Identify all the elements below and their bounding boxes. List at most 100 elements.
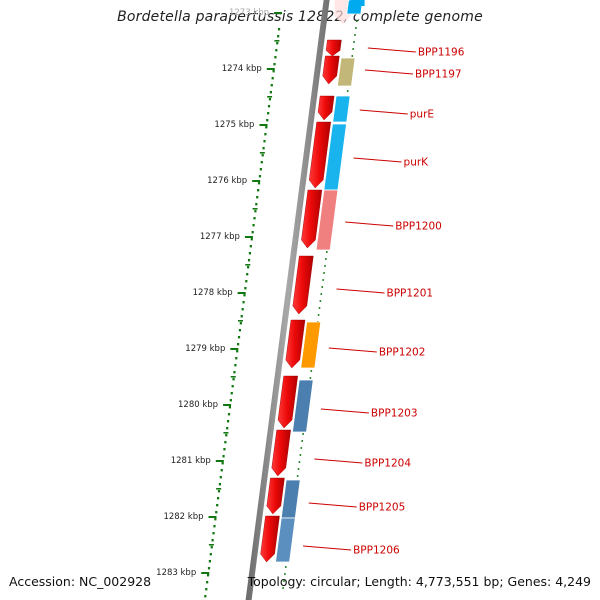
ruler-dot <box>253 217 256 220</box>
cog-block <box>332 95 351 123</box>
label-leader-line <box>353 157 402 163</box>
ruler-major-tick <box>201 572 210 574</box>
ruler-major-tick <box>237 292 246 294</box>
ruler-dot <box>276 42 279 45</box>
track-dot <box>352 48 354 50</box>
track-dot <box>297 468 300 470</box>
ruler-dot <box>214 518 217 521</box>
track-dot <box>300 447 303 449</box>
ruler-dot <box>205 588 208 591</box>
ruler-dot <box>251 231 254 234</box>
ruler-tick-label: 1279 kbp <box>185 344 225 354</box>
accession-text: Accession: NC_002928 <box>9 574 152 589</box>
track-dot <box>317 314 320 316</box>
ruler-dot <box>208 560 211 563</box>
ruler-dot <box>225 434 228 437</box>
cds-arrow-partial <box>334 0 351 24</box>
cds-arrow <box>266 477 285 515</box>
gene-label: purK <box>404 157 430 169</box>
ruler-dot <box>277 35 280 38</box>
ruler-dot <box>240 315 243 318</box>
track-dot <box>325 258 327 260</box>
cds-arrow <box>277 375 298 429</box>
cog-block <box>336 57 356 87</box>
ruler-dot <box>209 553 212 556</box>
cds-arrow <box>325 39 342 57</box>
ruler-dot <box>227 413 231 416</box>
ruler-dot <box>233 371 236 374</box>
ruler-dot <box>232 378 235 381</box>
ruler-major-tick <box>274 12 283 14</box>
track-dot <box>310 370 313 372</box>
cds-arrow <box>301 189 323 249</box>
ruler-dot <box>204 595 207 598</box>
track-dot <box>351 55 354 57</box>
ruler-major-tick <box>252 180 261 182</box>
ruler-dot <box>273 63 276 66</box>
track-dot <box>324 265 326 267</box>
track-dot <box>322 279 324 281</box>
ruler-dot <box>218 483 222 486</box>
ruler-dot <box>229 399 232 402</box>
ruler-dot <box>267 105 271 108</box>
label-leader-line <box>303 545 352 551</box>
ruler-dot <box>246 273 249 276</box>
cds-arrow <box>322 55 340 85</box>
ruler-dot <box>227 420 230 423</box>
track-dot <box>353 41 355 43</box>
ruler-dot <box>267 112 270 115</box>
ruler-dot <box>265 126 268 129</box>
ruler-tick-label: 1283 kbp <box>156 568 196 578</box>
track-dot <box>325 251 328 253</box>
track-dot <box>302 433 304 435</box>
topology-text: Topology: circular; Length: 4,773,551 bp… <box>247 574 591 589</box>
ruler-minor-tick <box>259 152 265 154</box>
gene-label: BPP1201 <box>387 288 434 300</box>
gene-label: BPP1203 <box>371 408 418 420</box>
ruler-dot <box>247 266 250 269</box>
gene-label: BPP1196 <box>418 47 465 59</box>
gene-label: BPP1200 <box>395 221 442 233</box>
ruler-dot <box>248 252 252 255</box>
cog-block-partial <box>350 0 365 6</box>
ruler-dot <box>243 294 246 297</box>
ruler-dot <box>250 238 253 241</box>
cds-track <box>260 0 351 563</box>
ruler-minor-tick <box>238 320 243 322</box>
ruler-dot <box>256 196 259 199</box>
track-dot <box>354 34 356 36</box>
gene-label: BPP1204 <box>364 458 411 470</box>
cog-block <box>300 321 322 369</box>
ruler-major-tick <box>208 516 217 518</box>
ruler-tick-label: 1277 kbp <box>200 232 240 242</box>
track-dot <box>320 293 323 295</box>
cds-arrow <box>260 515 280 563</box>
ruler-dot <box>217 490 221 493</box>
label-leader-line <box>345 221 394 227</box>
ruler-dot <box>213 525 216 528</box>
map-title: Bordetella parapertussis 12822, complete… <box>117 9 483 25</box>
label-leader-line <box>314 458 363 464</box>
label-leader-line <box>308 502 357 508</box>
track-dot <box>283 580 285 582</box>
track-dot <box>282 587 284 589</box>
track-dot <box>284 573 286 575</box>
ruler-tick-label: 1274 kbp <box>222 64 262 74</box>
ruler-dot <box>239 322 242 325</box>
ruler-dot <box>242 301 245 304</box>
ruler-dot <box>230 392 233 395</box>
ruler-dot <box>212 532 215 535</box>
ruler-dot <box>206 574 210 577</box>
ruler-dot <box>224 441 227 444</box>
track-dot <box>318 307 321 309</box>
ruler-dot <box>211 539 214 542</box>
ruler-dot <box>270 84 273 87</box>
ruler-dot <box>236 350 239 353</box>
ruler-tick-label: 1280 kbp <box>178 400 218 410</box>
ruler-dot <box>221 462 224 465</box>
label-leader-line <box>336 288 385 294</box>
cds-arrow <box>271 429 291 477</box>
ruler-major-tick <box>215 460 224 462</box>
gene-labels: BPP1196 BPP1197 purE purK BPP1200 BPP1201 BPP1… <box>303 47 465 557</box>
